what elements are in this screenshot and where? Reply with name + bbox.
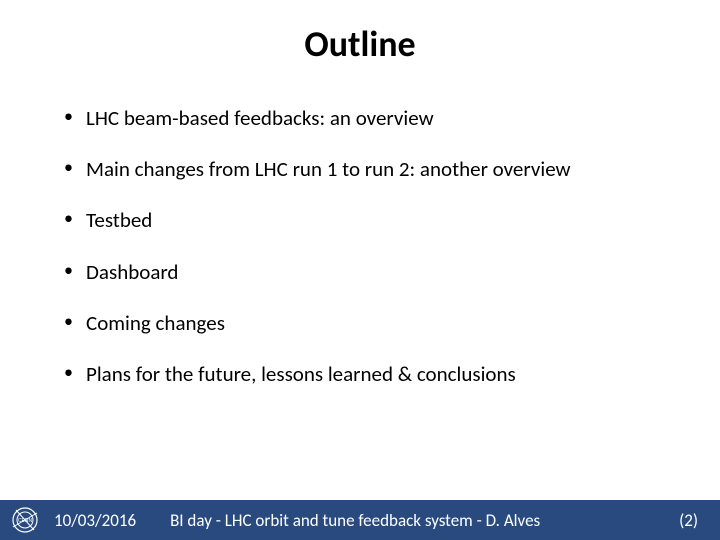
footer-page-number: (2) xyxy=(679,510,698,531)
bullet-item: Testbed xyxy=(60,208,670,233)
footer-title: BI day - LHC orbit and tune feedback sys… xyxy=(170,510,679,531)
cern-logo-icon: CERN xyxy=(10,505,40,535)
bullet-item: Plans for the future, lessons learned & … xyxy=(60,362,670,387)
bullet-item: Coming changes xyxy=(60,311,670,336)
slide-footer: CERN 10/03/2016 BI day - LHC orbit and t… xyxy=(0,500,720,540)
bullet-item: LHC beam-based feedbacks: an overview xyxy=(60,106,670,131)
bullet-item: Dashboard xyxy=(60,260,670,285)
slide-body: LHC beam-based feedbacks: an overview Ma… xyxy=(0,76,720,540)
bullet-list: LHC beam-based feedbacks: an overview Ma… xyxy=(60,106,670,387)
slide: Outline LHC beam-based feedbacks: an ove… xyxy=(0,0,720,540)
bullet-item: Main changes from LHC run 1 to run 2: an… xyxy=(60,157,670,182)
svg-text:CERN: CERN xyxy=(18,518,33,524)
slide-title: Outline xyxy=(0,0,720,76)
footer-date: 10/03/2016 xyxy=(54,510,136,531)
